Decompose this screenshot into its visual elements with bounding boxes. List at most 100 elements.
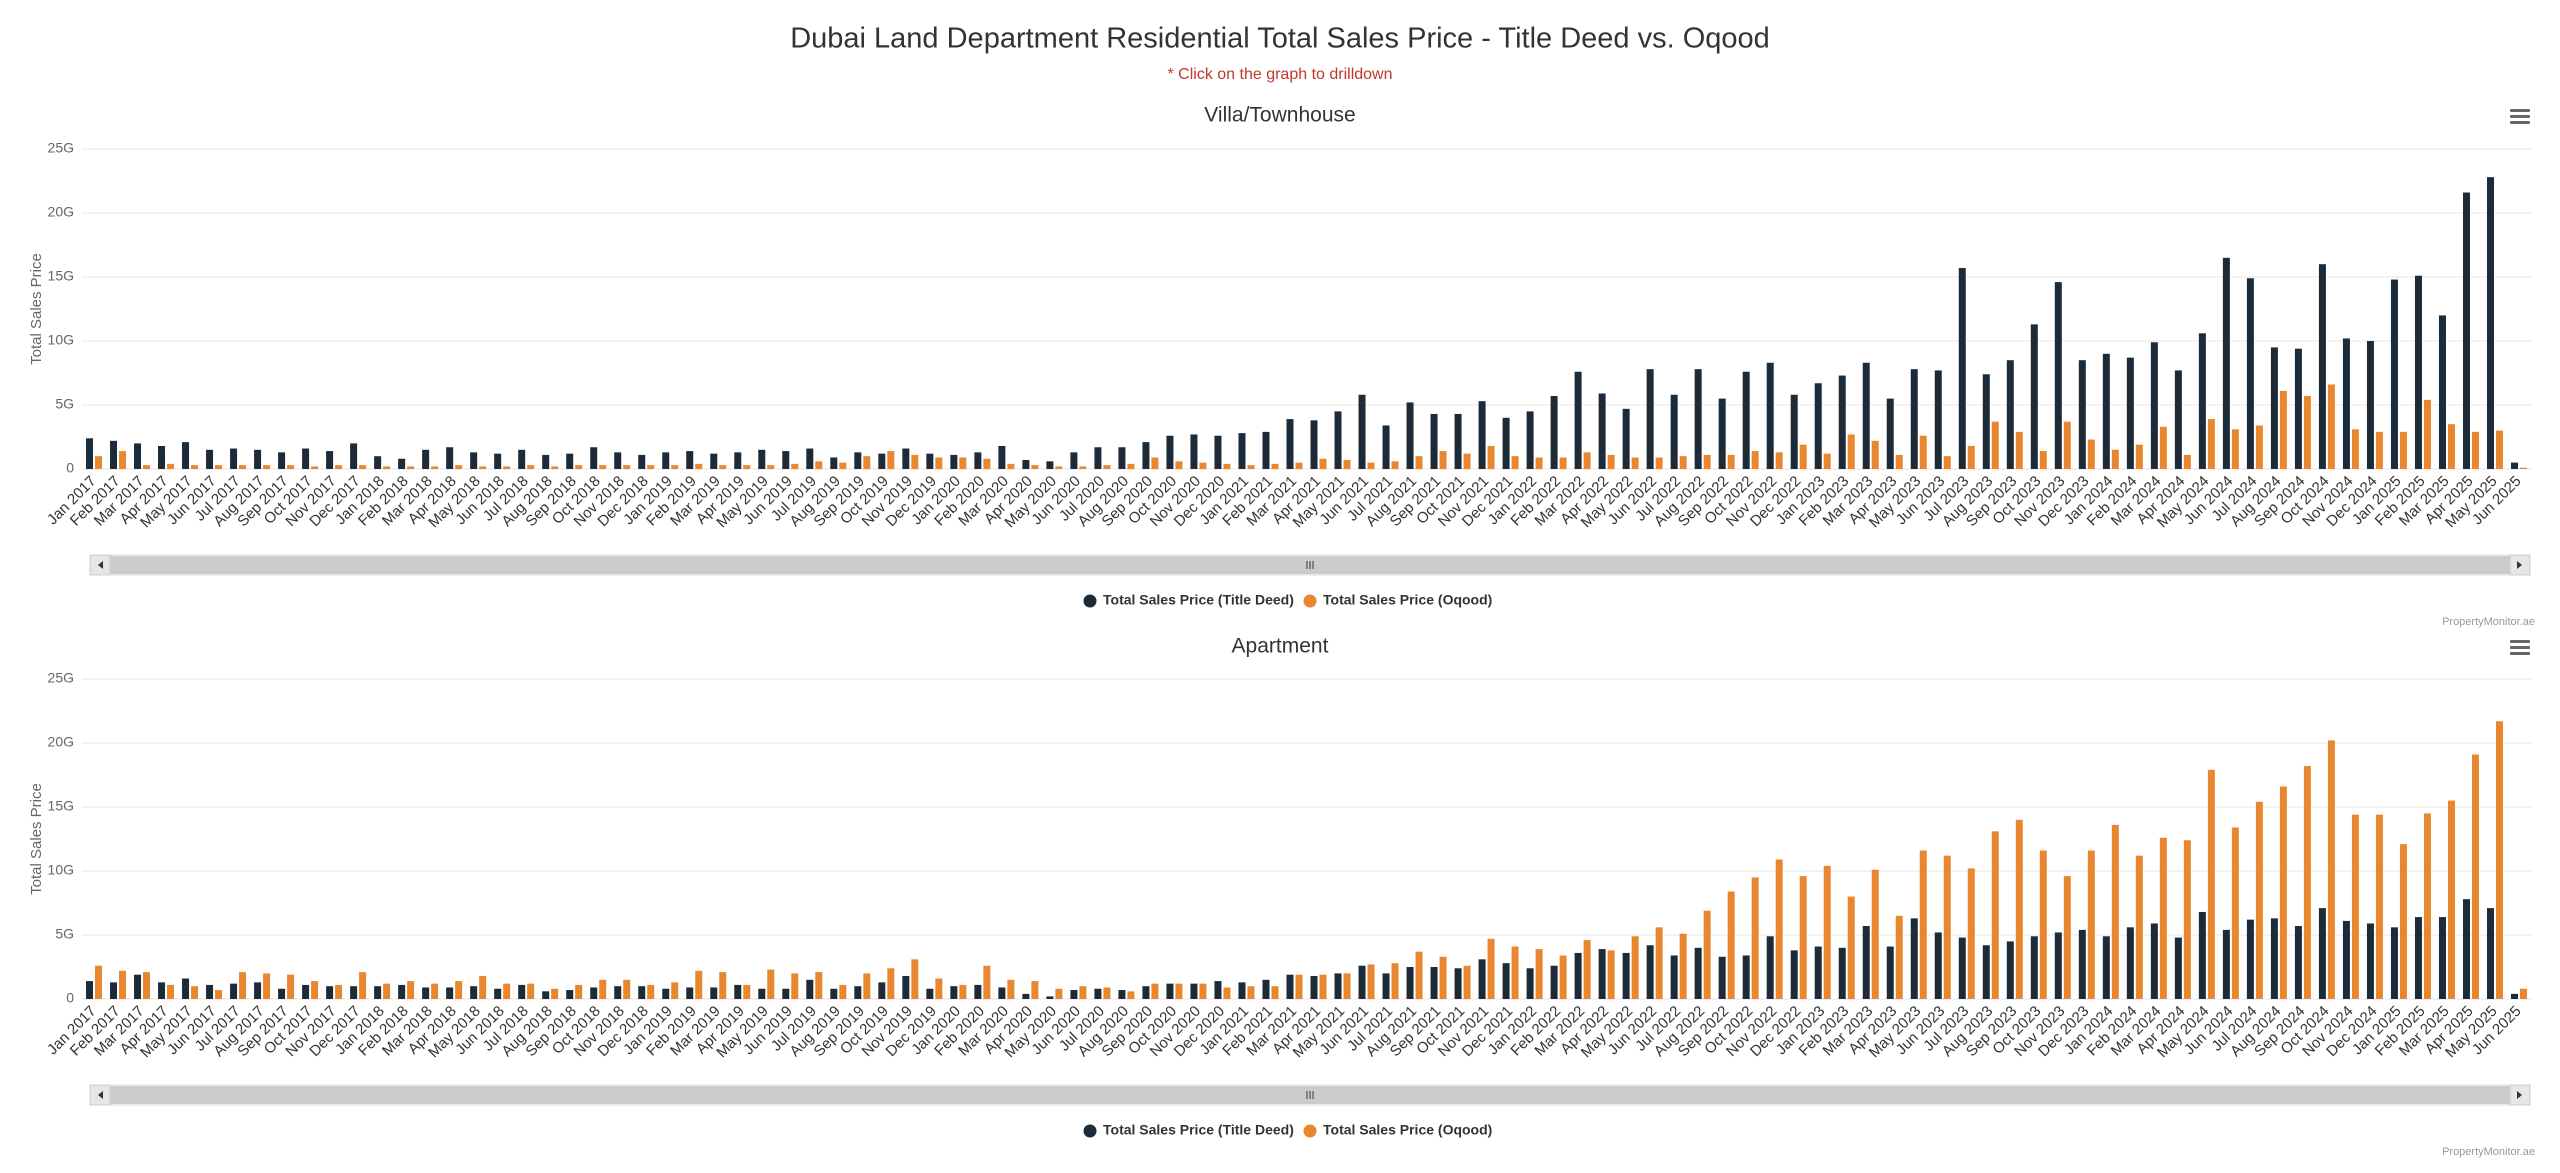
bar[interactable] [2486, 908, 2494, 999]
bar[interactable] [1454, 968, 1462, 999]
bar[interactable] [1439, 451, 1447, 469]
bar[interactable] [887, 451, 895, 469]
bar[interactable] [1367, 964, 1375, 999]
bar[interactable] [1310, 420, 1318, 469]
bar[interactable] [2255, 425, 2263, 469]
bar[interactable] [671, 465, 679, 469]
bar[interactable] [110, 982, 118, 999]
bar[interactable] [1070, 452, 1078, 469]
bar[interactable] [2510, 462, 2518, 469]
bar[interactable] [1463, 965, 1471, 999]
bar[interactable] [2198, 333, 2206, 469]
bar[interactable] [758, 449, 766, 469]
bar[interactable] [1646, 369, 1654, 469]
bar[interactable] [1406, 402, 1414, 469]
bar[interactable] [431, 983, 439, 999]
bar[interactable] [278, 988, 286, 999]
bar[interactable] [1118, 990, 1126, 999]
bar[interactable] [1070, 990, 1078, 999]
bar[interactable] [326, 451, 334, 469]
bar[interactable] [1694, 947, 1702, 999]
bar[interactable] [2279, 786, 2287, 999]
bar[interactable] [830, 457, 838, 469]
bar[interactable] [1271, 986, 1279, 999]
bar[interactable] [998, 445, 1006, 469]
bar[interactable] [1583, 452, 1591, 469]
bar[interactable] [2039, 451, 2047, 469]
bar[interactable] [1079, 986, 1087, 999]
bar[interactable] [2054, 932, 2062, 999]
bar[interactable] [863, 456, 871, 469]
bar[interactable] [2462, 899, 2470, 999]
bar[interactable] [1775, 859, 1783, 999]
bar[interactable] [1679, 456, 1687, 469]
bar[interactable] [503, 983, 511, 999]
bar[interactable] [1679, 933, 1687, 999]
bar[interactable] [1094, 447, 1102, 469]
bar[interactable] [311, 466, 319, 469]
bar[interactable] [1934, 370, 1942, 469]
bar[interactable] [1919, 850, 1927, 999]
bar[interactable] [1655, 457, 1663, 469]
bar[interactable] [2399, 431, 2407, 469]
bar[interactable] [2150, 923, 2158, 999]
bar[interactable] [902, 975, 910, 999]
bar[interactable] [662, 988, 670, 999]
bar[interactable] [230, 983, 238, 999]
bar[interactable] [1319, 974, 1327, 999]
bar[interactable] [1598, 949, 1606, 999]
bar[interactable] [2342, 338, 2350, 469]
bar[interactable] [1502, 963, 1510, 999]
bar[interactable] [95, 456, 103, 469]
bar[interactable] [2183, 454, 2191, 469]
bar[interactable] [254, 449, 262, 469]
bar[interactable] [2207, 419, 2215, 469]
bar[interactable] [2006, 941, 2014, 999]
bar[interactable] [2102, 353, 2110, 469]
bar[interactable] [1094, 988, 1102, 999]
bar[interactable] [1367, 462, 1375, 469]
bar[interactable] [734, 452, 742, 469]
bar[interactable] [1391, 461, 1399, 469]
bar[interactable] [479, 466, 487, 469]
bar[interactable] [446, 447, 454, 469]
bar[interactable] [1631, 936, 1639, 999]
bar[interactable] [1607, 454, 1615, 469]
bar[interactable] [1175, 983, 1183, 999]
legend-label[interactable]: Total Sales Price (Title Deed) [1103, 592, 1294, 608]
bar[interactable] [2198, 911, 2206, 999]
bar[interactable] [575, 465, 583, 469]
bar[interactable] [935, 457, 943, 469]
bar[interactable] [1919, 435, 1927, 469]
bar[interactable] [830, 988, 838, 999]
bar[interactable] [287, 465, 295, 469]
bar[interactable] [2438, 917, 2446, 999]
bar[interactable] [2015, 431, 2023, 469]
bar[interactable] [2438, 315, 2446, 469]
bar[interactable] [1838, 375, 1846, 469]
bar[interactable] [302, 448, 310, 469]
bar[interactable] [86, 438, 94, 469]
bar[interactable] [551, 988, 559, 999]
bar[interactable] [1319, 458, 1327, 469]
bar[interactable] [1583, 940, 1591, 999]
bar[interactable] [911, 454, 919, 469]
legend-label[interactable]: Total Sales Price (Title Deed) [1103, 1122, 1294, 1138]
bar[interactable] [1574, 952, 1582, 999]
bar[interactable] [2447, 800, 2455, 999]
bar[interactable] [743, 465, 751, 469]
bar[interactable] [998, 987, 1006, 999]
bar[interactable] [1742, 955, 1750, 999]
bar[interactable] [167, 984, 175, 999]
bar[interactable] [1007, 979, 1015, 999]
bar[interactable] [1742, 371, 1750, 469]
bar[interactable] [2303, 766, 2311, 999]
bar[interactable] [767, 465, 775, 469]
bar[interactable] [1718, 398, 1726, 469]
bar[interactable] [566, 453, 574, 469]
bar[interactable] [551, 466, 559, 469]
bar[interactable] [758, 988, 766, 999]
bar[interactable] [734, 984, 742, 999]
bar[interactable] [494, 988, 502, 999]
bar[interactable] [2351, 429, 2359, 469]
